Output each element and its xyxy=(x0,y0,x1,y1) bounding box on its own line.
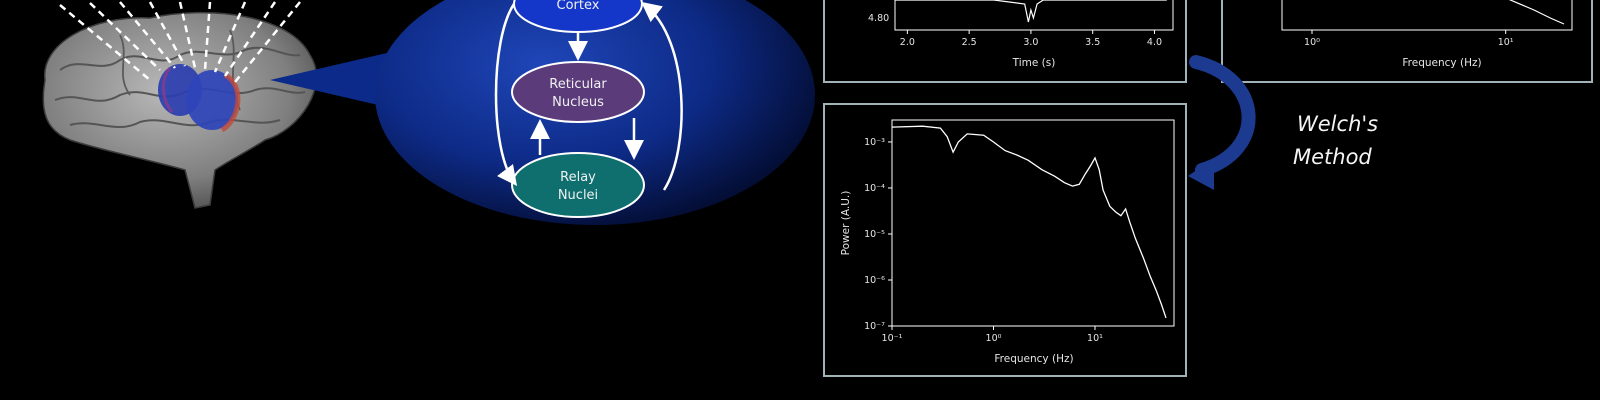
electrode-lines xyxy=(59,1,301,83)
arrow-relay-to-cortex xyxy=(641,1,683,191)
relay-nuclei-node xyxy=(511,152,645,218)
cortex-label: Cortex xyxy=(557,0,600,13)
reticular-nucleus-node xyxy=(511,61,645,123)
time-series-axes xyxy=(894,0,1174,31)
power-spectrum-xtick-label: 10⁰ xyxy=(986,333,1002,344)
arrow-cortex-to-relay xyxy=(494,3,517,187)
top-spectrum-axes xyxy=(1281,0,1573,31)
welch-label-line2: Method xyxy=(1293,145,1372,169)
time-series-ticks: 2.0 2.5 3.0 3.5 4.0 xyxy=(900,30,1162,48)
power-spectrum-line xyxy=(891,125,1167,319)
power-spectrum-ylabel: Power (A.U.) xyxy=(840,191,852,256)
time-series-xtick-label: 3.0 xyxy=(1023,37,1038,48)
welch-arrow-head xyxy=(1188,158,1214,190)
thalamocortical-callout: Cortex Reticular Nucleus Relay Nuclei xyxy=(270,0,815,225)
time-series-xtick-label: 3.5 xyxy=(1085,37,1100,48)
top-spectrum-panel: 10⁰ 10¹ Frequency (Hz) xyxy=(1221,0,1593,83)
top-spectrum-ticks: 10⁰ 10¹ xyxy=(1304,30,1514,48)
time-series-frame xyxy=(823,0,1187,83)
thalamus-right xyxy=(186,70,238,130)
power-spectrum-ytick-label: 10⁻⁷ xyxy=(864,321,885,332)
flow-arrows xyxy=(494,1,683,191)
time-series-line xyxy=(895,0,1167,23)
reticular-label-line1: Reticular xyxy=(549,77,607,92)
power-spectrum-ticks: 10⁻¹ 10⁰ 10¹ 10⁻³ 10⁻⁴ 10⁻⁵ 10⁻⁶ 10⁻⁷ xyxy=(864,137,1103,344)
relay-label-line2: Nuclei xyxy=(558,188,598,203)
callout-pointer xyxy=(270,50,400,110)
power-spectrum-ytick-label: 10⁻³ xyxy=(864,137,885,148)
welch-label-line1: Welch's xyxy=(1297,112,1378,136)
time-series-xtick-label: 2.0 xyxy=(900,37,915,48)
power-spectrum-panel: 10⁻¹ 10⁰ 10¹ 10⁻³ 10⁻⁴ 10⁻⁵ 10⁻⁶ 10⁻⁷ Frequency… xyxy=(823,103,1187,377)
power-spectrum-axes xyxy=(891,119,1175,327)
power-spectrum-xtick-label: 10¹ xyxy=(1087,333,1103,344)
welch-arrow-body xyxy=(1189,55,1256,177)
relay-label-line1: Relay xyxy=(560,170,596,185)
power-spectrum-ytick-label: 10⁻⁴ xyxy=(864,183,885,194)
brain-illustration xyxy=(42,1,318,209)
top-spectrum-line xyxy=(1508,0,1565,25)
reticular-label-line2: Nucleus xyxy=(552,95,604,110)
welch-transition: Welch's Method xyxy=(1188,55,1378,190)
time-series-panel: 2.0 2.5 3.0 3.5 4.0 4.80 Time (s) xyxy=(823,0,1187,83)
top-spectrum-xlabel: Frequency (Hz) xyxy=(1402,57,1481,69)
power-spectrum-xlabel: Frequency (Hz) xyxy=(994,353,1073,365)
time-series-xtick-label: 2.5 xyxy=(962,37,977,48)
time-series-xlabel: Time (s) xyxy=(1012,57,1056,69)
time-series-ytick: 4.80 xyxy=(868,13,889,24)
power-spectrum-ytick-label: 10⁻⁵ xyxy=(864,229,885,240)
power-spectrum-frame xyxy=(823,103,1187,377)
power-spectrum-ytick-label: 10⁻⁶ xyxy=(864,275,885,286)
top-spectrum-xtick-label: 10⁰ xyxy=(1304,37,1320,48)
time-series-xtick-label: 4.0 xyxy=(1147,37,1162,48)
top-spectrum-frame xyxy=(1221,0,1593,83)
top-spectrum-xtick-label: 10¹ xyxy=(1498,37,1514,48)
power-spectrum-xtick-label: 10⁻¹ xyxy=(882,333,903,344)
